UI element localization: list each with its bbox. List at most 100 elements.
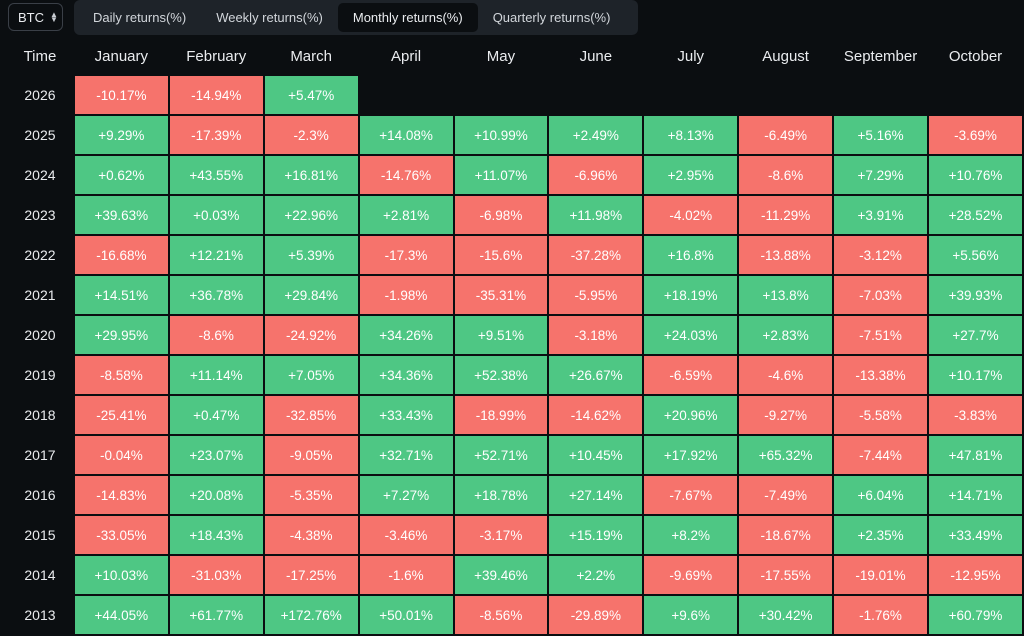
return-cell: +13.8% <box>739 276 833 314</box>
return-cell: -29.89% <box>549 596 643 634</box>
return-cell: +27.14% <box>549 476 643 514</box>
return-cell: +22.96% <box>264 196 358 234</box>
column-header-june: June <box>579 47 613 65</box>
return-cell: -11.29% <box>739 196 833 234</box>
return-cell: -6.98% <box>454 196 548 234</box>
return-cell: +11.98% <box>549 196 643 234</box>
year-cell: 2019 <box>24 367 56 383</box>
return-cell: +172.76% <box>264 596 358 634</box>
return-cell: +47.81% <box>929 436 1022 474</box>
return-cell: +7.05% <box>264 356 358 394</box>
return-cell: -12.95% <box>929 556 1022 594</box>
return-cell: -17.3% <box>359 236 453 274</box>
return-cell <box>644 76 737 114</box>
return-cell: +7.29% <box>834 156 927 194</box>
table-row: 2020 +29.95% -8.6% -24.92% +34.26% +9.51% -3.1… <box>7 316 1022 354</box>
return-cell: -24.92% <box>264 316 358 354</box>
column-header-january: January <box>94 47 149 65</box>
return-cell: -0.04% <box>74 436 168 474</box>
return-cell: +20.96% <box>644 396 738 434</box>
return-cell: +60.79% <box>929 596 1022 634</box>
return-cell: +15.19% <box>549 516 643 554</box>
table-row: 2015 -33.05% +18.43% -4.38% -3.46% -3.17% +15.… <box>7 516 1022 554</box>
return-cell: +11.07% <box>454 156 548 194</box>
return-cell: +0.03% <box>169 196 263 234</box>
return-cell: +10.03% <box>74 556 168 594</box>
return-cell: +2.83% <box>739 316 833 354</box>
return-cell: +18.78% <box>454 476 548 514</box>
return-cell: +29.95% <box>74 316 168 354</box>
column-header-february: February <box>186 47 247 65</box>
return-cell: -1.6% <box>359 556 453 594</box>
return-cell: -3.17% <box>454 516 548 554</box>
return-cell: -18.67% <box>739 516 833 554</box>
table-row: 2023 +39.63% +0.03% +22.96% +2.81% -6.98% +11.… <box>7 196 1022 234</box>
return-cell: -32.85% <box>264 396 358 434</box>
return-cell: +50.01% <box>359 596 453 634</box>
return-cell: -17.55% <box>739 556 833 594</box>
chevron-up-down-icon: ▲ ▼ <box>50 10 58 24</box>
return-cell: +16.81% <box>264 156 358 194</box>
table-row: 2021 +14.51% +36.78% +29.84% -1.98% -35.31% -5… <box>7 276 1022 314</box>
return-cell: +43.55% <box>169 156 263 194</box>
return-cell: +7.27% <box>359 476 453 514</box>
asset-selector-value: BTC <box>18 9 44 25</box>
return-cell: -3.18% <box>549 316 643 354</box>
return-cell: -8.6% <box>169 316 263 354</box>
return-cell: -5.95% <box>549 276 643 314</box>
return-cell: -31.03% <box>169 556 263 594</box>
return-cell: +6.04% <box>834 476 927 514</box>
return-cell: -6.96% <box>549 156 643 194</box>
return-cell: +36.78% <box>169 276 263 314</box>
return-cell: -19.01% <box>834 556 927 594</box>
return-cell: +10.99% <box>454 116 548 154</box>
return-cell: -4.38% <box>264 516 358 554</box>
return-cell: +5.16% <box>834 116 927 154</box>
return-cell: +5.47% <box>264 76 358 114</box>
return-cell: -7.51% <box>834 316 927 354</box>
table-row: 2026 -10.17% -14.94% +5.47% <box>7 76 1022 114</box>
return-cell: +24.03% <box>644 316 738 354</box>
return-cell: -13.38% <box>834 356 927 394</box>
return-cell: +28.52% <box>929 196 1022 234</box>
return-cell: +10.76% <box>929 156 1022 194</box>
return-cell: +5.56% <box>929 236 1022 274</box>
return-cell: +32.71% <box>359 436 453 474</box>
return-cell: -5.35% <box>264 476 358 514</box>
return-cell: -1.98% <box>359 276 453 314</box>
return-cell: +0.47% <box>169 396 263 434</box>
return-cell: +2.81% <box>359 196 453 234</box>
return-cell: +2.35% <box>834 516 927 554</box>
tab-quarterly-returns[interactable]: Quarterly returns(%) <box>492 10 611 25</box>
returns-period-tabs: Daily returns(%) Weekly returns(%) Month… <box>74 0 638 35</box>
return-cell: +9.6% <box>644 596 738 634</box>
return-cell: +10.17% <box>929 356 1022 394</box>
return-cell: -3.83% <box>929 396 1022 434</box>
return-cell: -7.44% <box>834 436 927 474</box>
return-cell <box>929 76 1022 114</box>
column-header-march: March <box>290 47 332 65</box>
return-cell: +44.05% <box>74 596 168 634</box>
return-cell: -3.69% <box>929 116 1022 154</box>
return-cell: -9.27% <box>739 396 833 434</box>
asset-selector[interactable]: BTC ▲ ▼ <box>8 3 63 31</box>
return-cell: -8.6% <box>739 156 833 194</box>
return-cell: -3.12% <box>834 236 927 274</box>
return-cell: +8.13% <box>644 116 738 154</box>
return-cell: -4.02% <box>644 196 738 234</box>
return-cell: -4.6% <box>739 356 833 394</box>
monthly-returns-table: Time January February March April May Ju… <box>5 36 1024 636</box>
column-header-august: August <box>762 47 809 65</box>
return-cell: +20.08% <box>169 476 263 514</box>
tab-weekly-returns[interactable]: Weekly returns(%) <box>216 10 323 25</box>
tab-monthly-returns[interactable]: Monthly returns(%) <box>337 3 478 32</box>
return-cell: +8.2% <box>644 516 738 554</box>
return-cell: -1.76% <box>834 596 927 634</box>
return-cell: +34.26% <box>359 316 453 354</box>
return-cell: -8.58% <box>74 356 168 394</box>
return-cell: -10.17% <box>74 76 168 114</box>
return-cell: -9.05% <box>264 436 358 474</box>
tab-daily-returns[interactable]: Daily returns(%) <box>93 10 187 25</box>
year-cell: 2014 <box>24 567 56 583</box>
return-cell <box>834 76 927 114</box>
